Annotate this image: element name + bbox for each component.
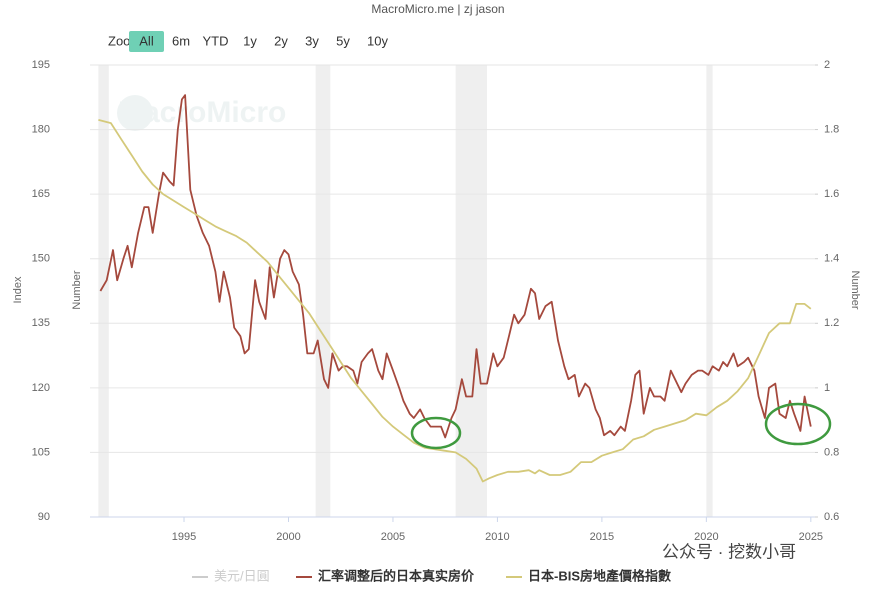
range-button-label[interactable]: 3y xyxy=(305,33,319,48)
y-tick-label: 105 xyxy=(32,446,50,458)
y2-tick-label: 1 xyxy=(824,382,830,394)
highlight-ellipse xyxy=(764,402,832,446)
legend-label[interactable]: 汇率调整后的日本真实房价 xyxy=(318,568,475,583)
legend-label[interactable]: 美元/日圓 xyxy=(214,568,270,583)
x-tick-label: 2010 xyxy=(485,531,509,543)
y2-tick-label: 0.8 xyxy=(824,446,839,458)
y-tick-label: 120 xyxy=(32,382,50,394)
y2-axis-label: Number xyxy=(849,270,861,309)
y2-tick-label: 1.2 xyxy=(824,317,839,329)
shaded-period xyxy=(315,65,331,517)
range-button[interactable]: All xyxy=(129,31,164,52)
x-tick-label: 2005 xyxy=(381,531,405,543)
range-button-label[interactable]: 5y xyxy=(336,33,350,48)
y-tick-label: 135 xyxy=(32,317,50,329)
range-button[interactable]: 3y xyxy=(305,33,319,48)
legend: 美元/日圓 汇率调整后的日本真实房价 日本-BIS房地產價格指數 xyxy=(192,568,671,583)
range-selector: All 6m YTD 1y 2y 3y 5y 10y xyxy=(129,31,388,52)
range-button[interactable]: 6m xyxy=(172,33,190,48)
range-button-bg[interactable] xyxy=(129,31,164,52)
watermark-logo xyxy=(117,95,153,131)
y2-tick-label: 1.4 xyxy=(824,253,839,265)
y2-tick-label: 0.6 xyxy=(824,511,839,523)
y2-tick-label: 1.6 xyxy=(824,188,839,200)
y2-tick-label: 1.8 xyxy=(824,123,839,135)
chart-title: MacroMicro.me | zj jason xyxy=(371,2,504,16)
range-button-label[interactable]: 6m xyxy=(172,33,190,48)
credit: 公众号 · 挖数小哥 xyxy=(662,542,796,561)
y-tick-label: 180 xyxy=(32,123,50,135)
lines xyxy=(98,94,812,483)
range-button[interactable]: 1y xyxy=(243,33,257,48)
range-button[interactable]: YTD xyxy=(203,33,229,48)
x-tick-label: 2020 xyxy=(694,531,718,543)
range-button-label[interactable]: 1y xyxy=(243,33,257,48)
y2-tick-label: 2 xyxy=(824,59,830,71)
y-tick-label: 195 xyxy=(32,59,50,71)
series-line xyxy=(99,94,812,439)
y-tick-label: 165 xyxy=(32,188,50,200)
range-button-label[interactable]: 10y xyxy=(367,33,388,48)
shaded-period xyxy=(455,65,487,517)
x-tick-label: 2015 xyxy=(590,531,614,543)
y-tick-label: 150 xyxy=(32,253,50,265)
series-line xyxy=(98,119,812,483)
range-button[interactable]: 10y xyxy=(367,33,388,48)
y-axis-label: Index xyxy=(12,276,24,303)
shaded-period xyxy=(98,65,109,517)
grid: 90 105 120 135 150 165 180 195 0.6 0.8 1 1.2 1.4 1.6 1… xyxy=(32,59,840,543)
x-tick-label: 1995 xyxy=(172,531,196,543)
highlight-ellipse xyxy=(410,416,462,450)
range-button[interactable]: 2y xyxy=(274,33,288,48)
range-button[interactable]: 5y xyxy=(336,33,350,48)
range-button-label[interactable]: 2y xyxy=(274,33,288,48)
shaded-periods xyxy=(98,65,713,517)
x-tick-label: 2000 xyxy=(276,531,300,543)
range-button-label[interactable]: All xyxy=(139,33,154,48)
y-axis-label-hidden: Number xyxy=(71,270,83,309)
shaded-period xyxy=(706,65,713,517)
legend-label[interactable]: 日本-BIS房地產價格指數 xyxy=(528,568,671,583)
y-tick-label: 90 xyxy=(38,511,50,523)
range-button-label[interactable]: YTD xyxy=(203,33,229,48)
x-tick-label: 2025 xyxy=(799,531,823,543)
